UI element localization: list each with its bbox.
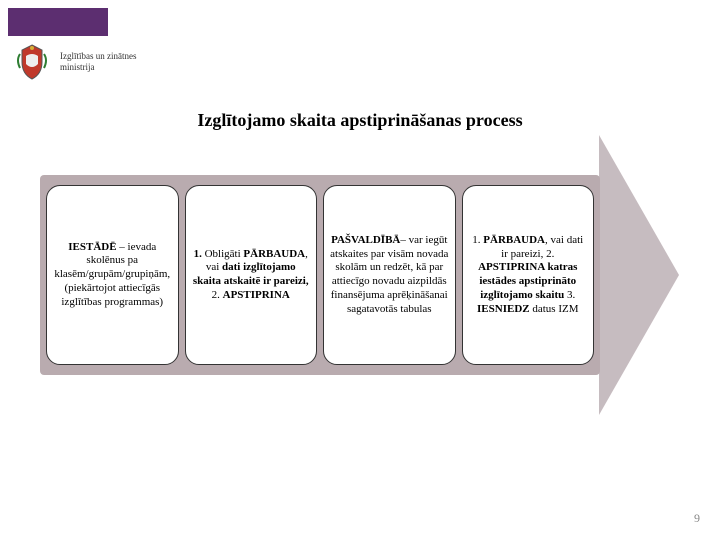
plain-text: 2.: [212, 289, 223, 301]
step-card-2: 1. Obligāti PĀRBAUDA, vai dati izglītoja…: [185, 185, 318, 365]
bold-text: IESTĀDĒ: [68, 241, 116, 253]
step-text: 1. PĀRBAUDA, vai dati ir pareizi, 2. APS…: [469, 234, 588, 317]
bold-text: PĀRBAUDA: [243, 248, 305, 260]
plain-text: 3.: [564, 289, 575, 301]
process-arrow: IESTĀDĒ – ievada skolēnus pa klasēm/grup…: [40, 175, 680, 375]
bold-text: PAŠVALDĪBĀ: [331, 234, 400, 246]
plain-text: datus IZM: [530, 303, 579, 315]
bold-text: 1.: [194, 248, 205, 260]
step-text: IESTĀDĒ – ievada skolēnus pa klasēm/grup…: [53, 241, 172, 310]
ministry-logo: Izglītības un zinātnes ministrija: [10, 40, 136, 84]
arrow-body: IESTĀDĒ – ievada skolēnus pa klasēm/grup…: [40, 175, 600, 375]
bold-text: APSTIPRINA: [223, 289, 290, 301]
step-card-3: PAŠVALDĪBĀ– var iegūt atskaites par visā…: [323, 185, 456, 365]
ministry-line2: ministrija: [60, 62, 136, 73]
brand-bar: [8, 8, 108, 36]
bold-text: IESNIEDZ: [477, 303, 530, 315]
step-text: 1. Obligāti PĀRBAUDA, vai dati izglītoja…: [192, 248, 311, 303]
step-card-4: 1. PĀRBAUDA, vai dati ir pareizi, 2. APS…: [462, 185, 595, 365]
plain-text: Obligāti: [205, 248, 244, 260]
coat-of-arms-icon: [10, 40, 54, 84]
slide-number: 9: [694, 511, 700, 526]
page-title: Izglītojamo skaita apstiprināšanas proce…: [0, 110, 720, 131]
bold-text: PĀRBAUDA: [483, 234, 545, 246]
ministry-name: Izglītības un zinātnes ministrija: [60, 51, 136, 73]
ministry-line1: Izglītības un zinātnes: [60, 51, 136, 62]
step-card-1: IESTĀDĒ – ievada skolēnus pa klasēm/grup…: [46, 185, 179, 365]
plain-text: 1.: [472, 234, 483, 246]
bold-text: APSTIPRINA katras iestādes apstiprināto …: [478, 261, 577, 301]
step-text: PAŠVALDĪBĀ– var iegūt atskaites par visā…: [330, 234, 449, 317]
arrow-head-icon: [599, 135, 679, 415]
